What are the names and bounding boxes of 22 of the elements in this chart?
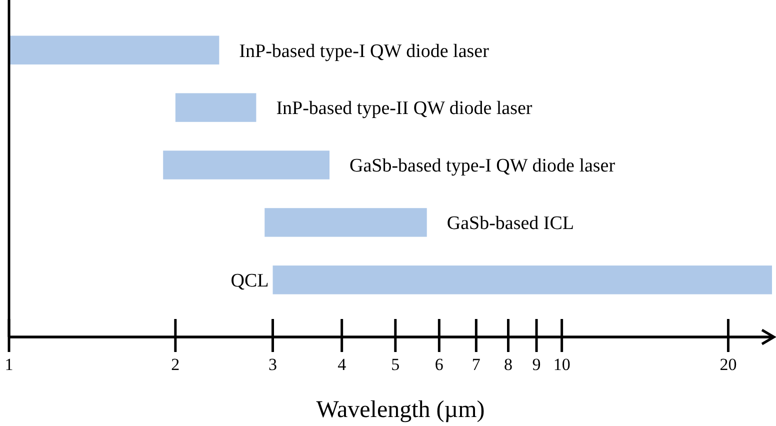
y-tick-label: QCL xyxy=(230,270,269,292)
x-tick-label: 7 xyxy=(472,355,481,374)
bar xyxy=(175,93,256,122)
x-tick-label: 4 xyxy=(338,355,347,374)
x-tick-label: 8 xyxy=(504,355,512,374)
x-tick-label: 3 xyxy=(268,355,278,374)
x-tick-label: 2 xyxy=(171,355,180,374)
bar xyxy=(264,208,427,237)
x-tick-label: 5 xyxy=(391,355,400,374)
bar xyxy=(163,150,330,180)
x-axis-title: Wavelength (µm) xyxy=(316,397,485,423)
y-tick-label: GaSb-based ICL xyxy=(446,213,574,234)
x-tick-label: 20 xyxy=(720,355,737,374)
y-tick-label: InP-based type-II QW diode laser xyxy=(276,98,533,120)
x-tick-label: 10 xyxy=(553,355,570,374)
y-tick-label: GaSb-based type-I QW diode laser xyxy=(350,156,616,177)
y-tick-label: InP-based type-I QW diode laser xyxy=(239,40,490,62)
bar xyxy=(272,266,772,294)
x-tick-label: 1 xyxy=(4,355,14,374)
bar xyxy=(9,36,220,64)
x-tick-label: 6 xyxy=(434,355,444,374)
x-tick-label: 9 xyxy=(532,355,541,374)
